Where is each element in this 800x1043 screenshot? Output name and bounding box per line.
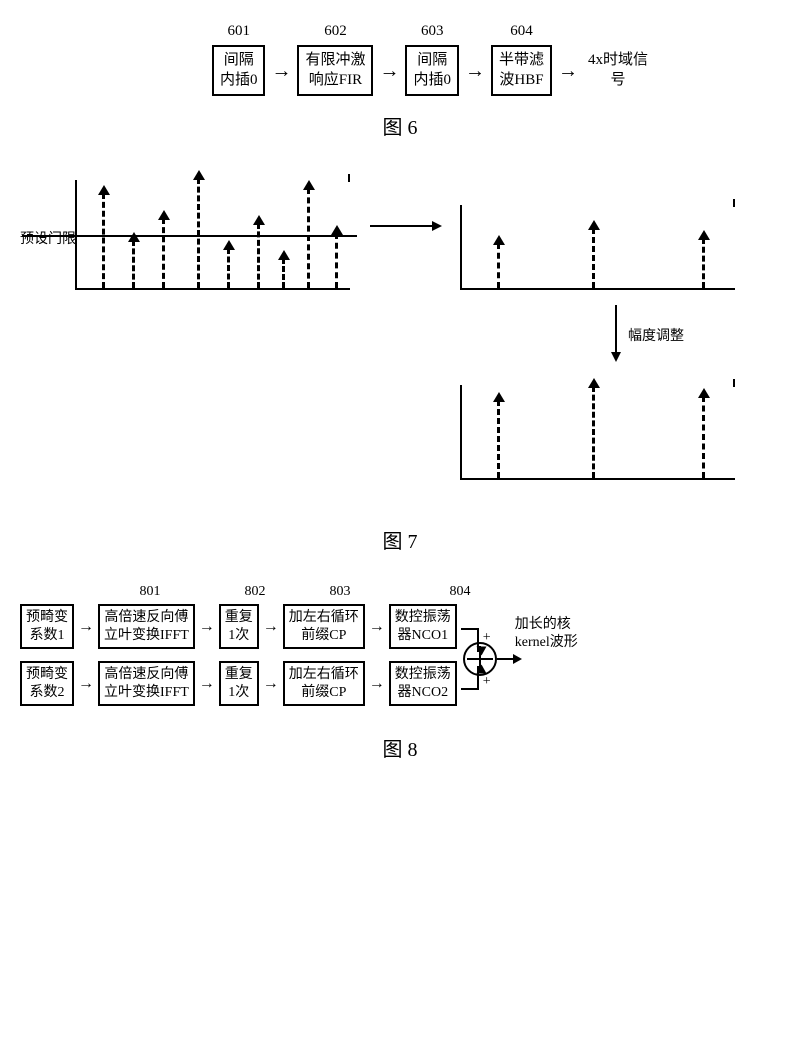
arrow-icon: → <box>556 61 580 81</box>
signal-arrow <box>497 400 500 478</box>
id-803: 803 <box>330 584 351 600</box>
arrow-icon: → <box>77 618 95 636</box>
arrow-icon: → <box>198 618 216 636</box>
summer-icon <box>463 642 497 676</box>
signal-arrow <box>592 228 595 288</box>
arrow-plot <box>75 180 350 290</box>
arrow-icon: → <box>262 675 280 693</box>
arrow-icon: → <box>269 61 293 81</box>
signal-arrow <box>257 223 260 288</box>
fig8-row-1: 预畸变 系数1 → 高倍速反向傅 立叶变换IFFT → 重复 1次 → 加左右循… <box>20 604 457 649</box>
nco-1: 数控振荡 器NCO1 <box>389 604 457 649</box>
block-602: 602 有限冲激 响应FIR <box>297 45 373 96</box>
block-603-l2: 内插0 <box>413 72 451 88</box>
block-601-id: 601 <box>227 23 250 40</box>
ifft-1: 高倍速反向傅 立叶变换IFFT <box>98 604 195 649</box>
signal-arrow <box>335 233 338 288</box>
fig8-row-2: 预畸变 系数2 → 高倍速反向傅 立叶变换IFFT → 重复 1次 → 加左右循… <box>20 661 457 706</box>
fig8-summer-area: + + 加长的核 kernel波形 <box>461 606 591 716</box>
block-603-id: 603 <box>421 23 444 40</box>
block-603-l1: 间隔 <box>417 52 447 68</box>
block-604: 604 半带滤 波HBF <box>491 45 552 96</box>
block-601-l2: 内插0 <box>220 72 258 88</box>
block-602-l2: 响应FIR <box>309 72 362 88</box>
arrow-icon: → <box>463 61 487 81</box>
id-804: 804 <box>450 584 471 600</box>
arrow-icon: → <box>377 61 401 81</box>
id-801: 801 <box>140 584 161 600</box>
arrow-plot <box>460 385 735 480</box>
arrow-plot <box>460 205 735 290</box>
signal-arrow <box>227 248 230 288</box>
ifft-2: 高倍速反向傅 立叶变换IFFT <box>98 661 195 706</box>
figure-7: 预设门限 幅度调整 图 7 <box>20 170 780 554</box>
block-601: 601 间隔 内插0 <box>212 45 266 96</box>
signal-arrow <box>162 218 165 288</box>
block-604-l2: 波HBF <box>499 72 543 88</box>
block-602-l1: 有限冲激 <box>305 52 365 68</box>
signal-arrow <box>702 238 705 288</box>
repeat-2: 重复 1次 <box>219 661 259 706</box>
fig6-caption: 图 6 <box>20 111 780 140</box>
signal-arrow <box>497 243 500 288</box>
cp-2: 加左右循环 前缀CP <box>283 661 365 706</box>
nco-2: 数控振荡 器NCO2 <box>389 661 457 706</box>
block-604-id: 604 <box>510 23 533 40</box>
arrow-icon: → <box>77 675 95 693</box>
id-802: 802 <box>245 584 266 600</box>
plus-top: + <box>483 630 491 646</box>
arrow-icon: → <box>368 618 386 636</box>
block-602-id: 602 <box>324 23 347 40</box>
signal-arrow <box>702 396 705 478</box>
signal-arrow <box>282 258 285 288</box>
threshold-line <box>22 235 357 237</box>
down-arrow <box>615 305 617 360</box>
signal-arrow <box>592 386 595 478</box>
signal-arrow <box>102 193 105 288</box>
predistort-2: 预畸变 系数2 <box>20 661 74 706</box>
predistort-1: 预畸变 系数1 <box>20 604 74 649</box>
repeat-1: 重复 1次 <box>219 604 259 649</box>
figure-6: 601 间隔 内插0 → 602 有限冲激 响应FIR → 603 间隔 内插0… <box>20 45 780 140</box>
signal-arrow <box>132 240 135 288</box>
amplitude-adjust-label: 幅度调整 <box>628 325 684 345</box>
fig8-rows: 预畸变 系数1 → 高倍速反向傅 立叶变换IFFT → 重复 1次 → 加左右循… <box>20 604 457 718</box>
threshold-label: 预设门限 <box>20 228 76 248</box>
block-604-l1: 半带滤 <box>499 52 544 68</box>
fig6-flow: 601 间隔 内插0 → 602 有限冲激 响应FIR → 603 间隔 内插0… <box>80 45 780 96</box>
fig8-caption: 图 8 <box>20 733 780 762</box>
fig7-canvas: 预设门限 幅度调整 <box>20 170 780 510</box>
fig6-output: 4x时域信 号 <box>584 51 648 90</box>
transition-arrow <box>370 225 440 227</box>
arrow-icon: → <box>368 675 386 693</box>
cp-1: 加左右循环 前缀CP <box>283 604 365 649</box>
figure-8: 预畸变 系数1 → 高倍速反向傅 立叶变换IFFT → 重复 1次 → 加左右循… <box>20 584 780 762</box>
fig7-caption: 图 7 <box>20 525 780 554</box>
plus-bottom: + <box>483 674 491 690</box>
block-601-l1: 间隔 <box>224 52 254 68</box>
fig8-output: 加长的核 kernel波形 <box>515 616 605 652</box>
arrow-icon: → <box>262 618 280 636</box>
block-603: 603 间隔 内插0 <box>405 45 459 96</box>
arrow-icon: → <box>198 675 216 693</box>
signal-arrow <box>307 188 310 288</box>
signal-arrow <box>197 178 200 288</box>
